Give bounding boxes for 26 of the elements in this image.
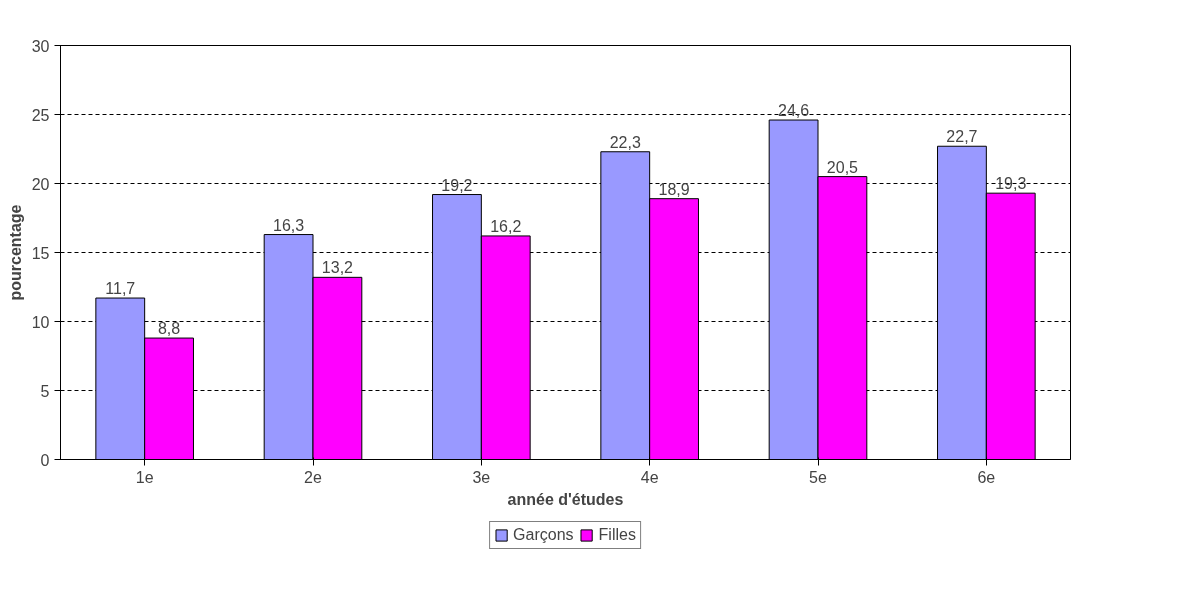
x-tick-label: 4e: [640, 468, 659, 486]
y-tick-label: 30: [31, 37, 50, 55]
data-label: 22,7: [946, 128, 978, 146]
y-tick-label: 5: [40, 382, 50, 400]
x-axis-title: année d'études: [507, 490, 624, 508]
y-tick-label: 0: [40, 451, 50, 469]
x-tick-label: 6e: [977, 468, 996, 486]
x-tick-label: 3e: [472, 468, 491, 486]
data-label: 13,2: [321, 259, 354, 277]
data-label: 22,3: [609, 133, 641, 151]
x-tick-label: 5e: [809, 468, 827, 486]
y-tick-label: 20: [31, 175, 50, 193]
y-axis-title: pourcentage: [6, 204, 24, 301]
data-label: 11,7: [105, 280, 136, 298]
legend-label: Garçons: [513, 526, 574, 544]
data-label: 8,8: [157, 320, 181, 338]
data-label: 18,9: [658, 180, 690, 198]
y-tick-label: 25: [31, 106, 50, 124]
y-tick-label: 10: [31, 313, 50, 331]
y-tick-label: 15: [31, 244, 50, 262]
legend-label: Filles: [598, 526, 636, 544]
data-label: 16,2: [490, 217, 522, 235]
data-label: 20,5: [826, 158, 859, 176]
x-tick-label: 2e: [304, 468, 322, 486]
x-tick-label: 1e: [135, 468, 154, 486]
data-label: 16,3: [273, 216, 305, 234]
